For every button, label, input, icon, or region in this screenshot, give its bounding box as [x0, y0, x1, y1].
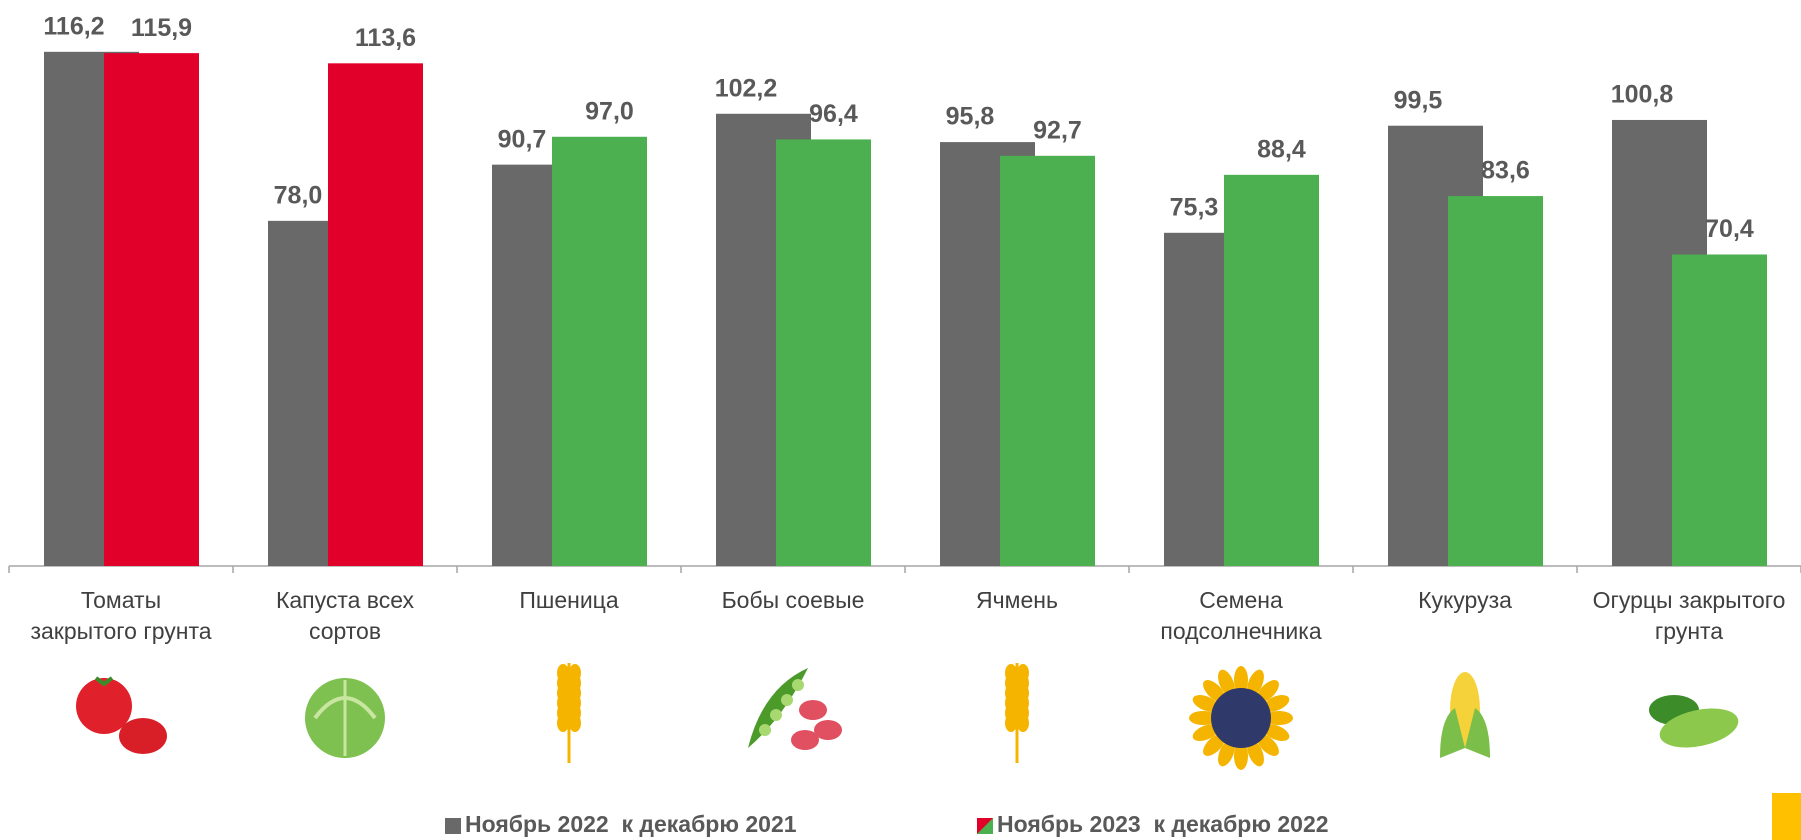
corner-badge: [1772, 793, 1801, 840]
value-label: 102,2: [715, 74, 778, 102]
icon-shape: [792, 679, 804, 691]
value-label: 115,9: [131, 14, 192, 42]
bar: [1672, 254, 1767, 566]
icon-shape: [799, 700, 827, 720]
value-label: 99,5: [1394, 86, 1443, 114]
value-label: 83,6: [1481, 157, 1530, 185]
category-icon: [748, 668, 842, 750]
icon-shape: [759, 724, 771, 736]
value-label: 100,8: [1611, 81, 1674, 109]
value-label: 78,0: [274, 181, 323, 209]
icon-shape: [781, 694, 793, 706]
bar: [1000, 156, 1095, 566]
value-label: 92,7: [1033, 116, 1082, 144]
legend-label: Ноябрь 2023 к декабрю 2022: [997, 811, 1329, 837]
x-tick-label: Кукуруза: [1345, 585, 1585, 616]
value-label: 116,2: [43, 12, 104, 40]
x-tick-label: Пшеница: [449, 585, 689, 616]
category-icon: [1005, 663, 1029, 763]
icon-shape: [569, 714, 581, 732]
bar: [328, 63, 423, 566]
bar: [104, 53, 199, 566]
icon-shape: [1017, 714, 1029, 732]
value-label: 75,3: [1170, 193, 1219, 221]
legend-swatch: [445, 818, 461, 834]
bar: [552, 137, 647, 566]
category-icon: [1440, 672, 1490, 758]
bar: [1448, 196, 1543, 566]
icon-shape: [557, 714, 569, 732]
bar: [1224, 175, 1319, 566]
value-label: 95,8: [946, 103, 995, 131]
chart: 116,2 115,9 78,0 113,6 90,7 97,0 102,2 96,4 95,8…: [0, 0, 1801, 840]
value-label: 70,4: [1705, 215, 1754, 243]
x-tick-label: Огурцы закрытого грунта: [1569, 585, 1801, 647]
icon-shape: [770, 709, 782, 721]
icon-shape: [1005, 714, 1017, 732]
value-label: 90,7: [498, 125, 547, 153]
x-tick-label: Ячмень: [897, 585, 1137, 616]
x-tick-label: Семена подсолнечника: [1121, 585, 1361, 647]
category-icon: [1649, 695, 1742, 754]
icon-shape: [791, 730, 819, 750]
value-label: 97,0: [585, 97, 634, 125]
x-tick-label: Бобы соевые: [673, 585, 913, 616]
icon-shape: [119, 718, 167, 754]
bar: [776, 139, 871, 566]
x-tick-label: Капуста всех сортов: [225, 585, 465, 647]
page: 116,2 115,9 78,0 113,6 90,7 97,0 102,2 96,4 95,8…: [0, 0, 1801, 840]
value-label: 96,4: [809, 100, 858, 128]
legend-label: Ноябрь 2022 к декабрю 2021: [465, 811, 797, 837]
category-icon: [557, 663, 581, 763]
value-label: 88,4: [1257, 135, 1306, 163]
value-label: 113,6: [355, 24, 416, 52]
icon-shape: [1211, 688, 1271, 748]
category-icon: [305, 678, 385, 758]
x-tick-label: Томаты закрытого грунта: [1, 585, 241, 647]
category-icon: [76, 678, 167, 754]
category-icon: [1189, 666, 1293, 770]
